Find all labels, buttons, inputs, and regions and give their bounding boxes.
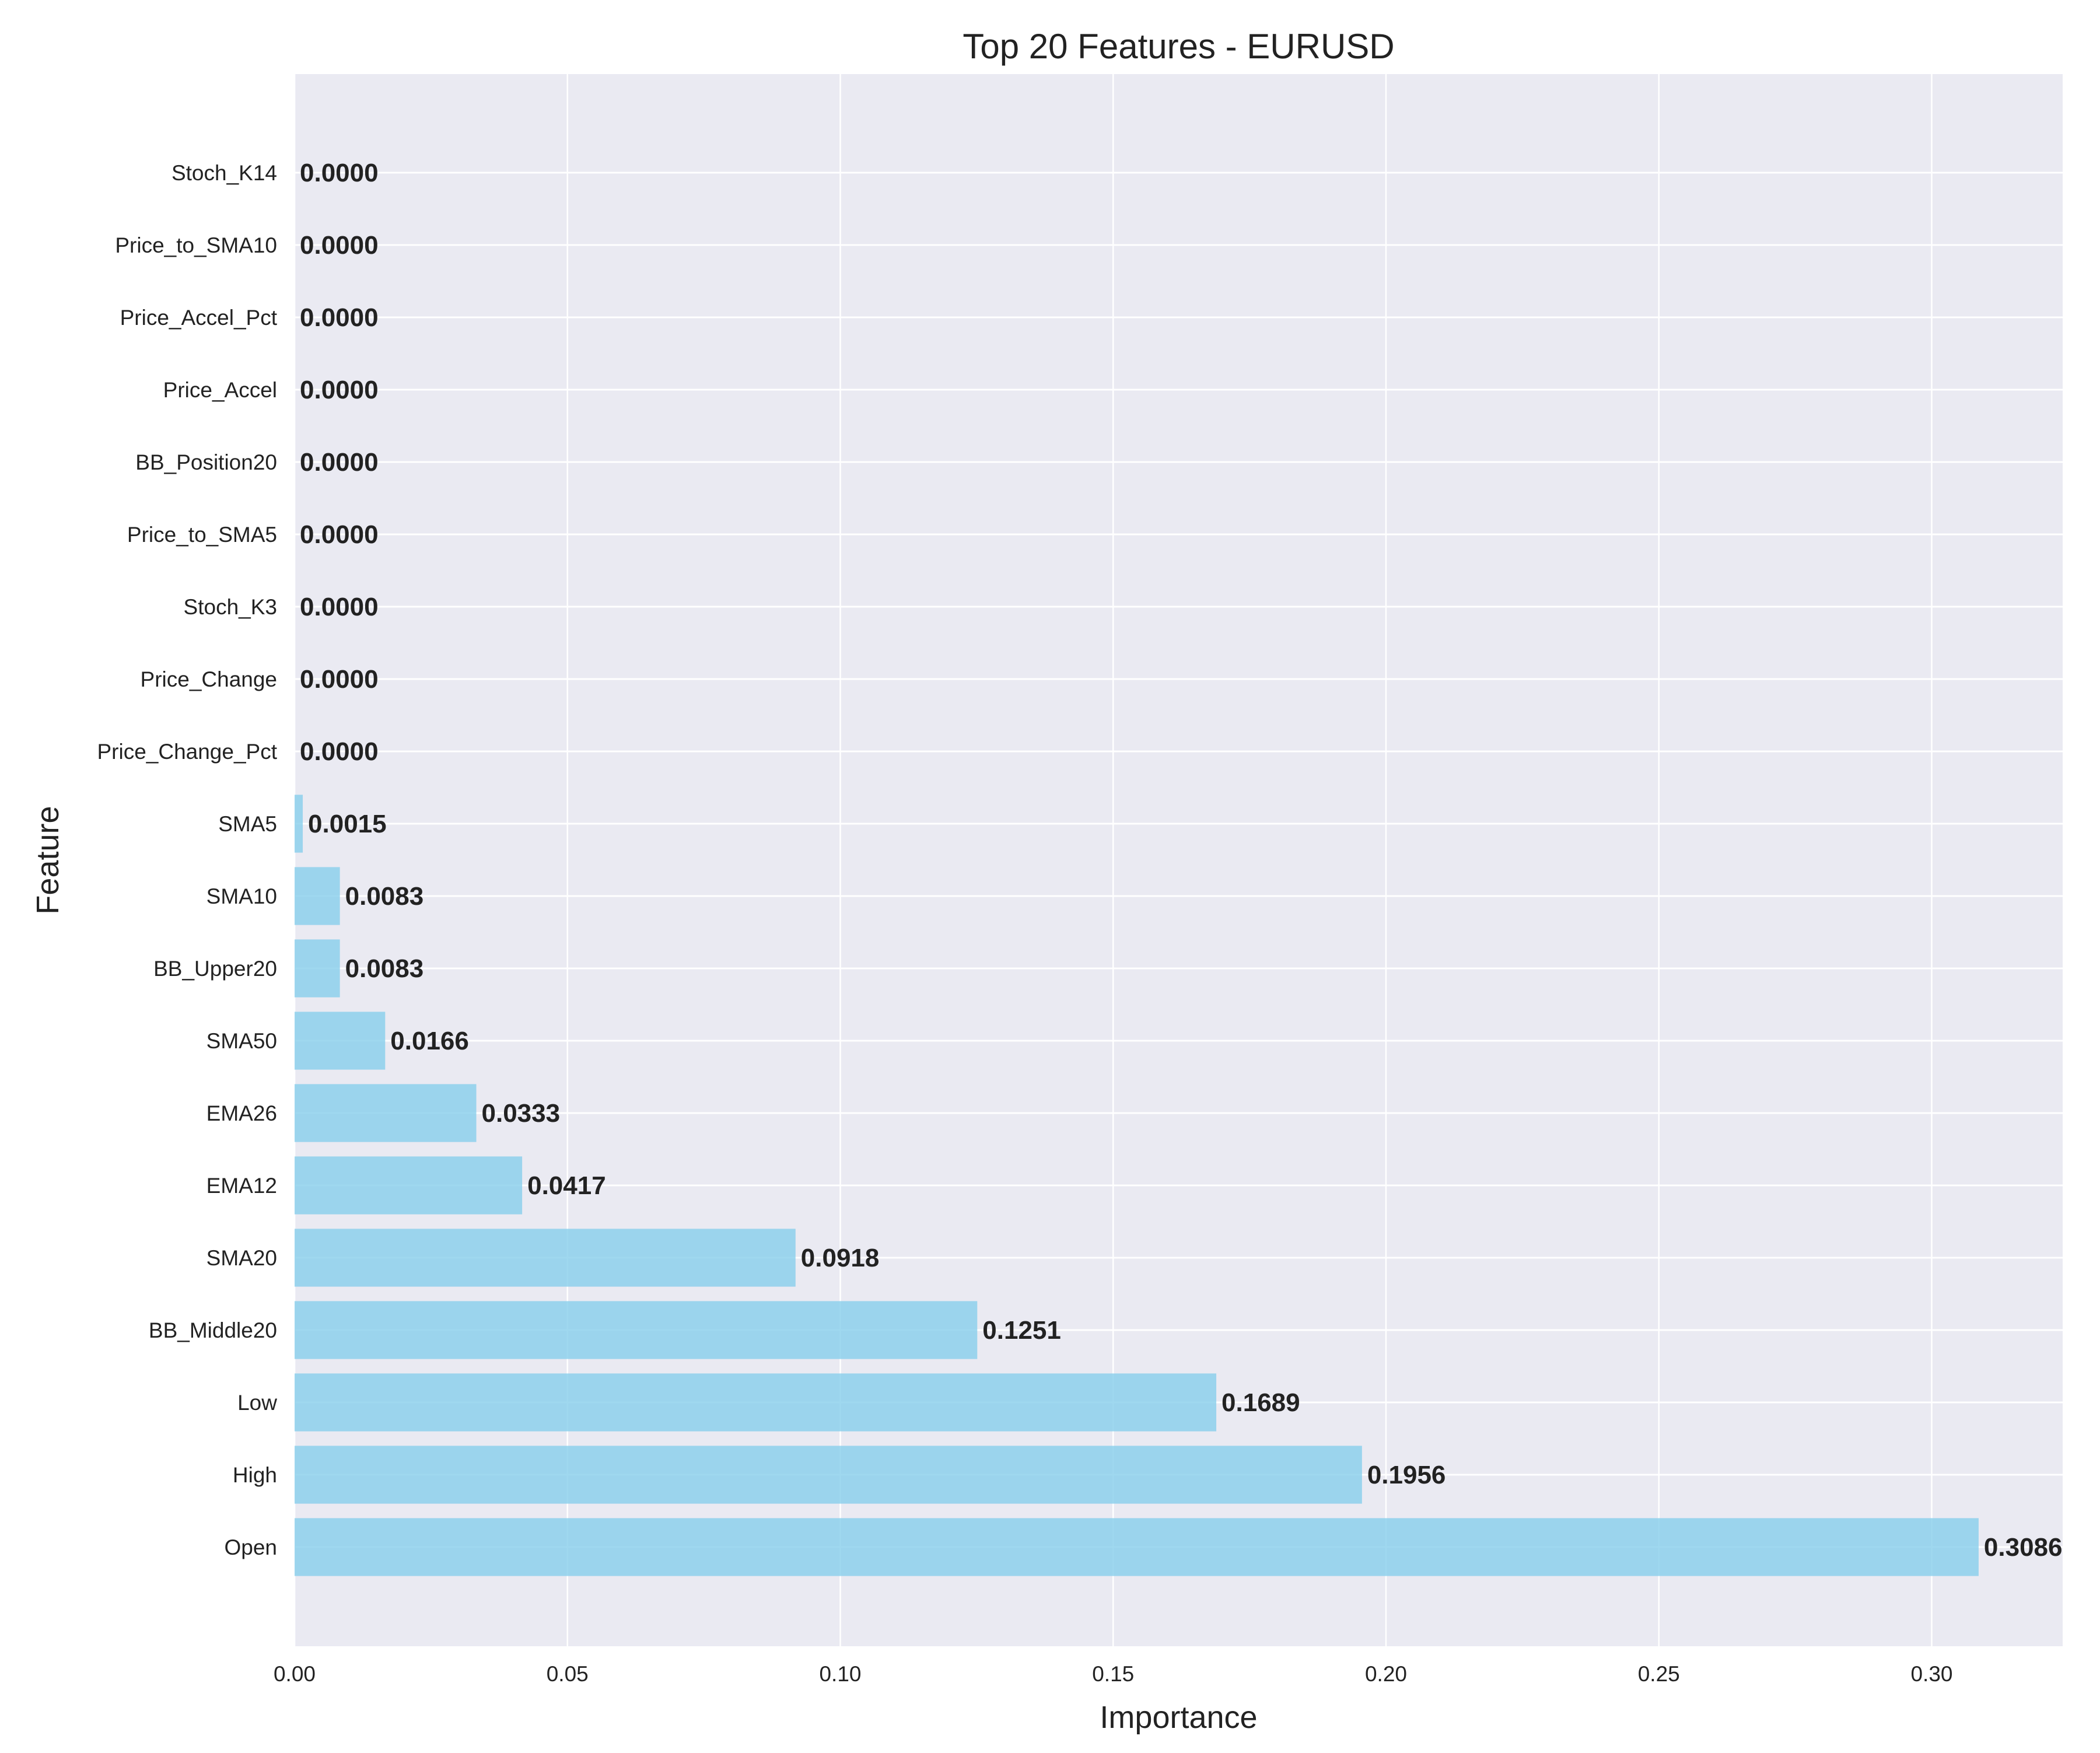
x-axis-title: Importance	[1100, 1700, 1257, 1735]
y-tick-label: SMA5	[218, 812, 277, 836]
value-label: 0.1689	[1222, 1388, 1300, 1417]
y-tick-label: Stoch_K14	[172, 161, 277, 185]
bar-high	[295, 1446, 1362, 1504]
y-tick-label: EMA12	[206, 1174, 277, 1198]
y-tick-label: SMA10	[206, 884, 277, 908]
x-tick-label: 0.00	[274, 1662, 316, 1686]
x-tick-label: 0.25	[1638, 1662, 1680, 1686]
y-tick-label: Price_to_SMA5	[127, 523, 277, 547]
y-tick-label: Price_to_SMA10	[115, 233, 277, 257]
bar-sma10	[295, 867, 340, 925]
value-label: 0.0000	[300, 448, 379, 477]
value-label: 0.0015	[308, 810, 387, 838]
y-tick-label: BB_Middle20	[149, 1318, 277, 1342]
value-label: 0.0333	[482, 1099, 561, 1128]
x-tick-label: 0.05	[547, 1662, 589, 1686]
bars	[295, 795, 1979, 1576]
value-label: 0.3086	[1984, 1533, 2063, 1562]
y-axis-title: Feature	[30, 806, 65, 914]
y-tick-labels: Open High Low BB_Middle20 SMA20 EMA12 EMA26 SMA…	[97, 161, 277, 1559]
value-label: 0.0417	[527, 1171, 606, 1200]
value-label: 0.0000	[300, 520, 379, 549]
value-label: 0.0918	[801, 1244, 880, 1272]
y-tick-label: Price_Accel	[163, 378, 277, 402]
x-tick-label: 0.10	[819, 1662, 861, 1686]
bar-ema26	[295, 1084, 477, 1142]
value-label: 0.0000	[300, 303, 379, 332]
y-tick-label: Low	[237, 1391, 277, 1415]
x-tick-labels: 0.00 0.05 0.10 0.15 0.20 0.25 0.30	[274, 1662, 1952, 1686]
bar-open	[295, 1518, 1979, 1576]
bar-sma20	[295, 1229, 796, 1287]
bar-sma50	[295, 1012, 386, 1070]
x-tick-label: 0.15	[1092, 1662, 1134, 1686]
chart-title: Top 20 Features - EURUSD	[963, 27, 1394, 66]
value-label: 0.0166	[390, 1027, 469, 1055]
value-label: 0.0000	[300, 593, 379, 621]
bar-bb-upper20	[295, 939, 340, 998]
bar-ema12	[295, 1156, 523, 1215]
bar-bb-middle20	[295, 1301, 978, 1359]
y-tick-label: BB_Position20	[135, 450, 277, 474]
y-tick-label: Stoch_K3	[184, 595, 277, 619]
bar-low	[295, 1373, 1217, 1432]
value-label: 0.0083	[345, 954, 424, 983]
value-label: 0.0000	[300, 231, 379, 260]
x-tick-label: 0.30	[1910, 1662, 1952, 1686]
y-tick-label: SMA50	[206, 1029, 277, 1053]
y-tick-label: Price_Change	[141, 667, 277, 691]
y-tick-label: Price_Accel_Pct	[120, 306, 278, 330]
value-label: 0.1956	[1367, 1461, 1446, 1489]
bar-sma5	[295, 795, 303, 853]
value-label: 0.0000	[300, 376, 379, 404]
value-label: 0.0000	[300, 737, 379, 766]
y-tick-label: EMA26	[206, 1101, 277, 1125]
y-tick-label: High	[233, 1463, 277, 1487]
value-label: 0.0000	[300, 665, 379, 694]
y-tick-label: BB_Upper20	[153, 957, 277, 981]
value-labels: 0.3086 0.1956 0.1689 0.1251 0.0918 0.0417 0.03…	[300, 159, 2063, 1562]
y-tick-label: Open	[224, 1535, 277, 1559]
x-tick-label: 0.20	[1365, 1662, 1407, 1686]
value-label: 0.0083	[345, 882, 424, 911]
value-label: 0.0000	[300, 159, 379, 187]
value-label: 0.1251	[982, 1316, 1061, 1345]
y-tick-label: Price_Change_Pct	[97, 740, 277, 764]
y-tick-label: SMA20	[206, 1246, 277, 1270]
